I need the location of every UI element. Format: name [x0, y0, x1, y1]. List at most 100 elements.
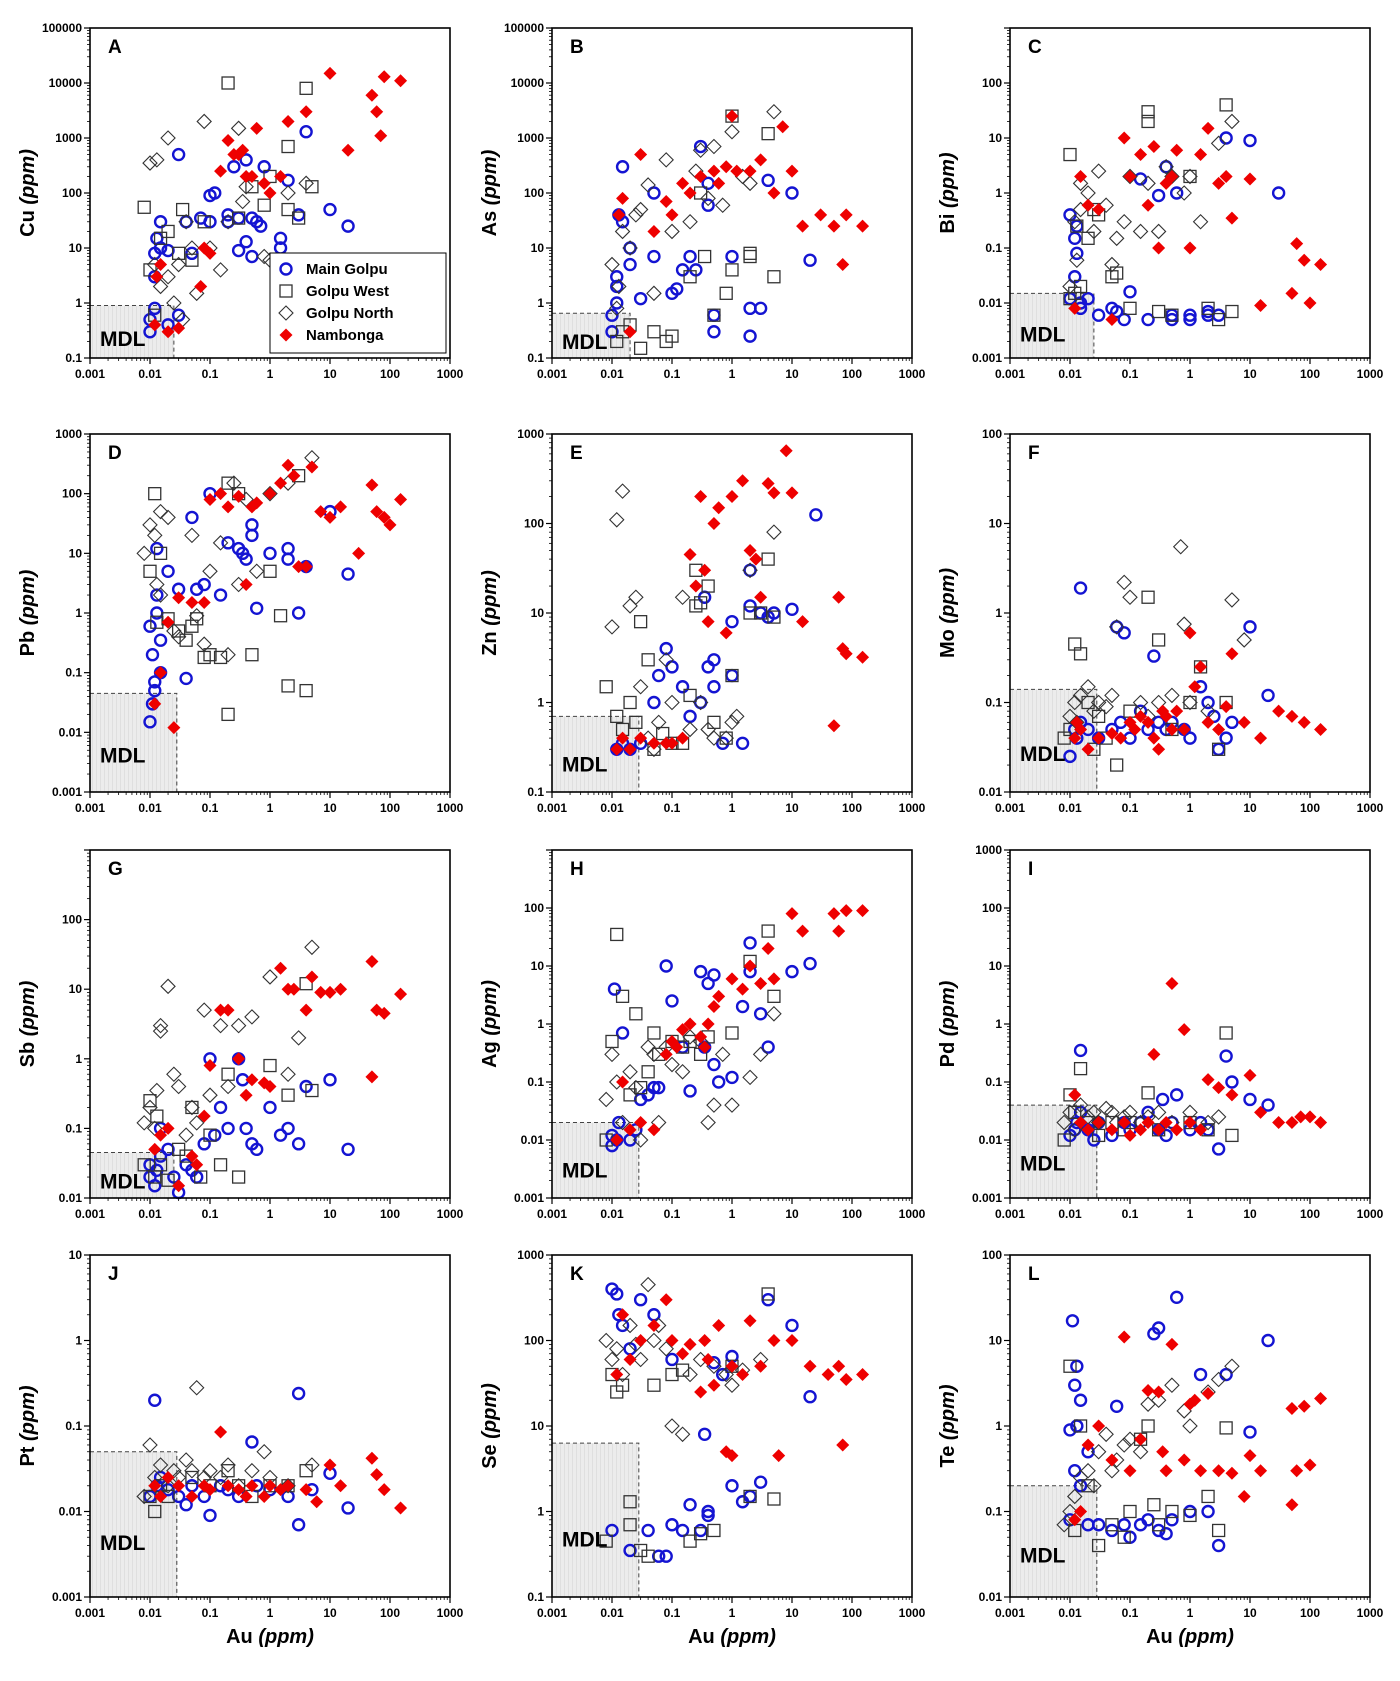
x-axis-element: Au	[688, 1626, 720, 1648]
data-point	[725, 1026, 739, 1040]
data-point	[608, 1341, 625, 1357]
data-point	[749, 552, 763, 566]
data-point	[148, 1504, 162, 1519]
data-point	[1123, 301, 1137, 315]
data-point	[814, 208, 828, 222]
y-axis-unit: (ppm)	[17, 1385, 39, 1441]
data-point	[239, 552, 253, 566]
data-point	[203, 1508, 217, 1523]
data-point	[1170, 143, 1184, 157]
data-point	[304, 1457, 320, 1473]
x-axis-element: Au	[1146, 1626, 1178, 1648]
mdl-label: MDL	[100, 1171, 146, 1194]
data-point	[212, 1469, 229, 1486]
data-point	[142, 1099, 158, 1116]
data-point	[153, 231, 168, 245]
data-point	[179, 671, 193, 686]
y-tick-label: 0.001	[972, 1191, 1002, 1205]
data-point	[161, 224, 175, 239]
x-tick-label: 100	[842, 801, 862, 815]
data-point	[623, 1352, 637, 1366]
data-point	[226, 475, 242, 491]
data-point	[743, 606, 757, 620]
data-point	[1194, 1123, 1208, 1137]
data-point	[712, 1318, 726, 1332]
data-point	[1081, 742, 1095, 756]
series-main-golpu	[143, 1052, 355, 1200]
data-point	[179, 215, 193, 229]
x-tick-label: 100	[1300, 801, 1320, 815]
data-point	[185, 1100, 199, 1115]
data-point	[148, 683, 162, 698]
data-point	[761, 1287, 775, 1301]
data-point	[683, 1017, 697, 1031]
data-point	[1243, 1068, 1257, 1082]
data-point	[610, 1133, 624, 1147]
data-point	[641, 1523, 655, 1538]
data-point	[1068, 1513, 1082, 1527]
data-point	[341, 1142, 355, 1157]
data-point	[693, 1527, 708, 1541]
data-point	[148, 318, 162, 332]
data-point	[161, 1173, 175, 1187]
data-point	[767, 270, 781, 284]
x-axis-title: Au (ppm)	[1146, 1626, 1234, 1648]
series-nambonga	[610, 1293, 870, 1463]
data-point	[1183, 1504, 1197, 1519]
data-point	[160, 1477, 176, 1494]
data-point	[651, 1080, 666, 1095]
mdl-boundary	[1010, 1104, 1098, 1198]
data-point	[1176, 616, 1192, 632]
data-point	[707, 715, 721, 730]
data-point	[628, 1079, 644, 1096]
data-point	[614, 483, 631, 499]
data-point	[1159, 160, 1173, 174]
data-point	[1091, 308, 1106, 322]
data-point	[1122, 589, 1138, 606]
mdl-boundary	[90, 692, 178, 792]
series-golpu-north	[604, 103, 782, 317]
data-point	[676, 1347, 690, 1361]
mdl-label: MDL	[562, 753, 608, 776]
data-point	[257, 176, 271, 190]
data-point	[274, 169, 288, 183]
legend-label: Main Golpu	[306, 261, 388, 278]
data-point	[178, 213, 194, 230]
y-tick-label: 0.1	[65, 666, 82, 680]
data-point	[674, 1064, 691, 1080]
data-point	[185, 619, 199, 633]
data-point	[245, 528, 259, 543]
data-point	[184, 1462, 200, 1479]
y-tick-label: 0.01	[59, 725, 83, 739]
x-tick-label: 1000	[1357, 367, 1384, 381]
data-point	[856, 904, 870, 918]
mdl-boundary	[1010, 1485, 1098, 1597]
data-point	[683, 186, 697, 200]
data-point	[1116, 213, 1132, 230]
x-tick-label: 0.01	[1058, 1207, 1082, 1221]
data-point	[1165, 976, 1179, 990]
data-point	[1183, 1116, 1197, 1130]
data-point	[1081, 231, 1095, 245]
data-point	[714, 1046, 731, 1063]
data-point	[725, 1070, 739, 1085]
data-point	[743, 164, 757, 178]
data-point	[615, 1026, 630, 1040]
data-point	[1072, 687, 1089, 704]
y-tick-label: 100	[524, 186, 544, 200]
panel-letter: B	[570, 37, 584, 58]
data-point	[719, 160, 733, 174]
x-tick-label: 1000	[899, 801, 926, 815]
data-point	[701, 615, 715, 629]
data-point	[1090, 1114, 1107, 1131]
data-point	[605, 325, 619, 339]
data-point	[683, 1034, 697, 1049]
mdl-box	[552, 716, 639, 792]
data-point	[1117, 1518, 1131, 1532]
data-point	[323, 1458, 337, 1472]
data-point	[1110, 266, 1124, 280]
x-tick-label: 0.001	[537, 1606, 567, 1620]
data-point	[305, 1083, 319, 1098]
data-point	[1192, 213, 1209, 230]
x-tick-label: 100	[1300, 1207, 1320, 1221]
